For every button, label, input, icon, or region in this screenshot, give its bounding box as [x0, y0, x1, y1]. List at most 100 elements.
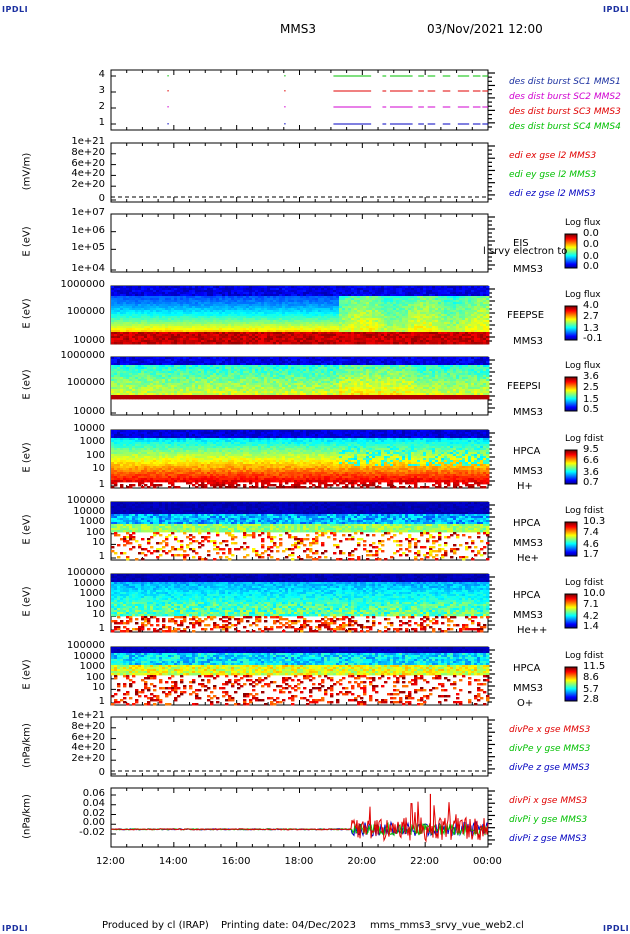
eis-cb-val: 0.0	[583, 239, 599, 251]
feepse-cb-val: 4.0	[583, 300, 599, 311]
x-tick-label: 00:00	[473, 856, 502, 867]
burst-ytick: 2	[98, 101, 105, 112]
edi-ytick: 8e+20	[71, 146, 105, 158]
hpca_o-ytick: 100	[85, 671, 105, 683]
divpe-ytick: 8e+20	[71, 720, 105, 732]
eis-ylabel: E (eV)	[21, 226, 33, 257]
hpca_he-cb-val: 1.7	[583, 549, 599, 560]
eis-colorbar	[564, 233, 578, 269]
feepse-ylabel: E (eV)	[21, 298, 33, 329]
hpca_h-ytick: 10000	[73, 423, 105, 434]
feepse-ytick: 10000	[73, 335, 105, 346]
burst-legend-1: des dist burst SC2 MMS2	[509, 92, 621, 102]
hpca_hepp-ytick: 100000	[66, 567, 105, 578]
hpca_o-ytick: 100000	[66, 640, 105, 651]
burst-sc1-segments	[167, 123, 488, 125]
feepsi-spectrogram	[111, 357, 490, 400]
eis-cb-val: 0.0	[583, 261, 599, 272]
divpi-ytick: -0.02	[79, 827, 105, 838]
divpe-ytick: 1e+21	[71, 710, 105, 721]
divpi-frame	[110, 787, 489, 848]
hpca_he-ylabel: E (eV)	[21, 514, 33, 545]
hpca_he-spectrogram	[111, 502, 490, 561]
hpca_he-ytick: 10000	[73, 505, 105, 517]
hpca_o-cb-val: 2.8	[583, 694, 599, 705]
eis-cb-title: Log flux	[565, 218, 601, 228]
divpe-legend-0: divPe x gse MMS3	[509, 725, 591, 735]
feepsi-ytick: 1000000	[60, 350, 105, 361]
hpca_he-ytick: 1000	[79, 516, 105, 528]
hpca_hepp-ytick: 1	[98, 623, 105, 634]
hpca_h-cb-val: 6.6	[583, 455, 599, 467]
hpca_hepp-colorbar	[564, 593, 578, 629]
hpca_o-cb-val: 5.7	[583, 683, 599, 695]
hpca_o-colorbar	[564, 666, 578, 702]
hpca_h-inst-1: MMS3	[513, 466, 543, 477]
hpca_he-inst-1: MMS3	[513, 538, 543, 549]
eis-inst-0: EIS	[513, 238, 529, 249]
divpe-ytick: 0	[98, 767, 105, 778]
footer-filename: mms_mms3_srvy_vue_web2.cl	[370, 920, 524, 931]
edi-ytick: 0	[98, 193, 105, 204]
burst-ytick: 3	[98, 85, 105, 96]
hpca_o-ytick: 1	[98, 696, 105, 707]
hpca_h-colorbar	[564, 449, 578, 485]
hpca_he-ytick: 100000	[66, 495, 105, 506]
feepse-cb-val: 2.7	[583, 311, 599, 323]
feepse-inst-1: MMS3	[513, 336, 543, 347]
x-tick-label: 18:00	[284, 856, 314, 867]
feepsi-ytick: 10000	[73, 406, 105, 417]
hpca_o-ytick: 1000	[79, 661, 105, 673]
hpca_o-inst-0: HPCA	[513, 663, 541, 674]
eis-cb-val: 0.0	[583, 228, 599, 239]
feepse-colorbar	[564, 305, 578, 341]
edi-ytick: 1e+21	[71, 136, 105, 147]
divpe-ytick: 4e+20	[71, 742, 105, 754]
burst-sc3-segments	[167, 90, 488, 92]
hpca_he-cb-val: 10.3	[583, 516, 606, 527]
hpca_o-cb-val: 8.6	[583, 672, 599, 684]
feepsi-inst-0: FEEPSI	[507, 381, 541, 392]
hpca_hepp-inst-0: HPCA	[513, 590, 541, 601]
burst-legend-0: des dist burst SC1 MMS1	[509, 77, 621, 87]
eis-cb-val: 0.0	[583, 250, 599, 262]
corner-label-tl: IPDLI	[2, 5, 29, 14]
edi-legend-1: edi ey gse l2 MMS3	[509, 170, 597, 180]
burst-ytick: 4	[98, 69, 105, 80]
eis-inst-1: MMS3	[513, 264, 543, 275]
divpe-ytick: 2e+20	[71, 753, 105, 765]
divpi-legend-1: divPi y gse MMS3	[509, 815, 588, 825]
feepsi-colorbar	[564, 376, 578, 412]
hpca_h-ytick: 100	[85, 449, 105, 461]
spacecraft-title: MMS3	[280, 22, 316, 36]
x-tick-label: 22:00	[410, 856, 439, 867]
feepsi-cb-val: 2.5	[583, 382, 599, 394]
hpca_hepp-inst-1: MMS3	[513, 610, 543, 621]
feepse-cb-val: 1.3	[583, 322, 599, 334]
hpca_hepp-ytick: 100	[85, 598, 105, 610]
hpca_he-ytick: 100	[85, 526, 105, 538]
hpca_o-ytick: 10	[92, 682, 105, 694]
hpca_hepp-ylabel: E (eV)	[21, 586, 33, 617]
hpca_hepp-spectrogram	[111, 574, 490, 633]
edi-frame	[110, 142, 489, 203]
feepse-inst-0: FEEPSE	[507, 310, 545, 321]
feepse-ytick: 1000000	[60, 279, 105, 290]
hpca_hepp-ytick: 10	[92, 609, 105, 621]
eis-frame	[110, 213, 489, 273]
eis-ytick: 1e+04	[71, 263, 105, 274]
hpca_he-colorbar	[564, 521, 578, 557]
hpca_hepp-ytick: 10000	[73, 577, 105, 589]
divpe-legend-1: divPe y gse MMS3	[509, 744, 591, 754]
burst-frame	[110, 69, 489, 131]
corner-label-bl: IPDLI	[2, 924, 29, 933]
feepse-ytick: 100000	[66, 305, 105, 317]
edi-ytick: 6e+20	[71, 157, 105, 169]
divpe-legend-2: divPe z gse MMS3	[509, 763, 590, 773]
hpca_hepp-cb-title: Log fdist	[565, 578, 604, 588]
burst-legend-3: des dist burst SC4 MMS4	[509, 122, 621, 132]
divpi-series-x	[110, 801, 489, 843]
eis-ytick: 1e+06	[71, 224, 105, 236]
x-tick-label: 14:00	[158, 856, 188, 867]
x-tick-label: 16:00	[221, 856, 251, 867]
